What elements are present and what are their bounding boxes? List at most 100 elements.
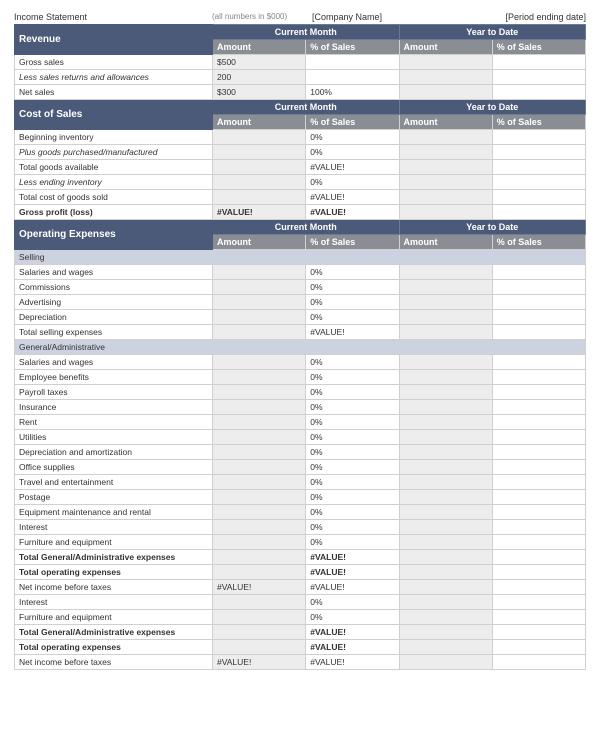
row-pct-current: #VALUE!	[306, 625, 399, 640]
row-pct-ytd	[492, 55, 585, 70]
row-label: Beginning inventory	[15, 130, 213, 145]
row-amount-ytd	[399, 640, 492, 655]
row-pct-ytd	[492, 175, 585, 190]
row-amount-current: $300	[213, 85, 306, 100]
row-amount-ytd	[399, 190, 492, 205]
row-amount-current	[213, 355, 306, 370]
row-label: Postage	[15, 490, 213, 505]
row-pct-ytd	[492, 355, 585, 370]
row-pct-ytd	[492, 145, 585, 160]
col-pct: % of Sales	[306, 115, 399, 130]
row-amount-current	[213, 415, 306, 430]
row-label: Total operating expenses	[15, 565, 213, 580]
row-pct-current: 0%	[306, 145, 399, 160]
doc-note: (all numbers in $000)	[212, 12, 312, 22]
row-amount-ytd	[399, 265, 492, 280]
row-pct-ytd	[492, 565, 585, 580]
row-pct-current: 0%	[306, 355, 399, 370]
row-amount-ytd	[399, 85, 492, 100]
section-title: Cost of Sales	[15, 100, 213, 130]
row-amount-ytd	[399, 130, 492, 145]
row-amount-ytd	[399, 535, 492, 550]
row-amount-current: $500	[213, 55, 306, 70]
row-pct-ytd	[492, 190, 585, 205]
row-pct-current: 0%	[306, 490, 399, 505]
row-amount-current	[213, 475, 306, 490]
row-pct-current	[306, 70, 399, 85]
col-amount: Amount	[213, 40, 306, 55]
row-pct-current: 0%	[306, 370, 399, 385]
row-label: Employee benefits	[15, 370, 213, 385]
row-amount-ytd	[399, 550, 492, 565]
row-label: Travel and entertainment	[15, 475, 213, 490]
row-pct-ytd	[492, 130, 585, 145]
row-label: Furniture and equipment	[15, 610, 213, 625]
row-pct-ytd	[492, 265, 585, 280]
col-pct-ytd: % of Sales	[492, 115, 585, 130]
subsection-label: General/Administrative	[15, 340, 586, 355]
row-amount-ytd	[399, 205, 492, 220]
row-amount-current	[213, 535, 306, 550]
row-amount-current	[213, 610, 306, 625]
row-amount-ytd	[399, 370, 492, 385]
row-pct-current: 0%	[306, 280, 399, 295]
doc-title: Income Statement	[14, 12, 212, 22]
row-label: Net income before taxes	[15, 580, 213, 595]
row-amount-current	[213, 625, 306, 640]
row-pct-current: 0%	[306, 415, 399, 430]
row-pct-current: #VALUE!	[306, 190, 399, 205]
section-title: Operating Expenses	[15, 220, 213, 250]
row-amount-current	[213, 400, 306, 415]
row-label: Salaries and wages	[15, 265, 213, 280]
row-pct-current: 0%	[306, 595, 399, 610]
row-label: Depreciation and amortization	[15, 445, 213, 460]
doc-period: [Period ending date]	[505, 12, 586, 22]
row-label: Total General/Administrative expenses	[15, 625, 213, 640]
row-pct-ytd	[492, 70, 585, 85]
row-pct-current: 0%	[306, 310, 399, 325]
row-pct-ytd	[492, 610, 585, 625]
row-label: Insurance	[15, 400, 213, 415]
period-current: Current Month	[213, 100, 400, 115]
row-pct-current: 0%	[306, 610, 399, 625]
period-ytd: Year to Date	[399, 25, 586, 40]
col-amount-ytd: Amount	[399, 235, 492, 250]
row-label: Salaries and wages	[15, 355, 213, 370]
subsection-label: Selling	[15, 250, 586, 265]
col-pct-ytd: % of Sales	[492, 40, 585, 55]
row-label: Less sales returns and allowances	[15, 70, 213, 85]
row-label: Total operating expenses	[15, 640, 213, 655]
col-amount-ytd: Amount	[399, 40, 492, 55]
row-amount-current	[213, 385, 306, 400]
row-pct-current: #VALUE!	[306, 580, 399, 595]
period-ytd: Year to Date	[399, 100, 586, 115]
row-pct-current: 0%	[306, 265, 399, 280]
row-amount-ytd	[399, 325, 492, 340]
row-amount-ytd	[399, 595, 492, 610]
row-amount-current	[213, 430, 306, 445]
row-amount-ytd	[399, 295, 492, 310]
row-pct-ytd	[492, 415, 585, 430]
row-amount-ytd	[399, 655, 492, 670]
row-label: Office supplies	[15, 460, 213, 475]
row-pct-ytd	[492, 580, 585, 595]
row-pct-ytd	[492, 550, 585, 565]
row-amount-ytd	[399, 160, 492, 175]
row-amount-current	[213, 145, 306, 160]
row-pct-current: 0%	[306, 535, 399, 550]
row-pct-current: 0%	[306, 505, 399, 520]
row-pct-ytd	[492, 370, 585, 385]
col-amount: Amount	[213, 235, 306, 250]
row-pct-ytd	[492, 85, 585, 100]
income-statement-table: RevenueCurrent MonthYear to DateAmount% …	[14, 24, 586, 670]
col-pct-ytd: % of Sales	[492, 235, 585, 250]
row-amount-ytd	[399, 310, 492, 325]
row-pct-ytd	[492, 385, 585, 400]
row-pct-ytd	[492, 535, 585, 550]
doc-company: [Company Name]	[312, 12, 505, 22]
row-amount-ytd	[399, 625, 492, 640]
row-pct-current: #VALUE!	[306, 640, 399, 655]
row-pct-ytd	[492, 625, 585, 640]
row-label: Rent	[15, 415, 213, 430]
row-amount-current	[213, 565, 306, 580]
